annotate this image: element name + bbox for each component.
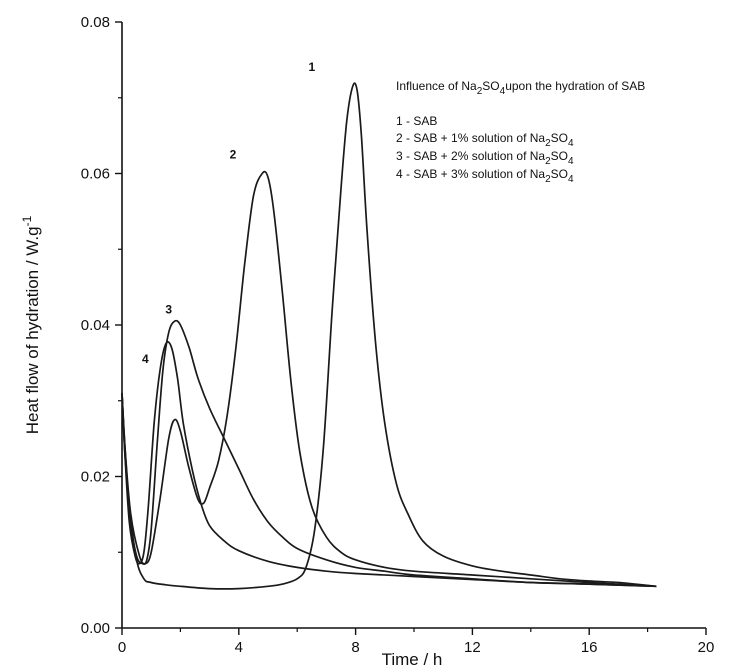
series-line-3 xyxy=(121,319,657,588)
x-tick-label: 0 xyxy=(118,639,126,656)
y-tick-label: 0.08 xyxy=(81,14,110,31)
y-tick-label: 0.04 xyxy=(81,317,110,334)
annotation-item-3: 3 - SAB + 2% solution of Na2SO4 xyxy=(396,149,574,167)
series-line-2 xyxy=(121,170,657,588)
x-tick-label: 4 xyxy=(235,639,243,656)
curve-label-4: 4 xyxy=(142,352,149,366)
curve-label-1: 1 xyxy=(308,60,315,74)
curve-label-2: 2 xyxy=(230,147,237,161)
x-axis-title: Time / h xyxy=(382,650,443,669)
series-line-1 xyxy=(121,82,657,590)
annotation-title: Influence of Na2SO4upon the hydration of… xyxy=(396,79,645,97)
x-tick-label: 12 xyxy=(464,639,481,656)
x-tick-label: 8 xyxy=(351,639,359,656)
annotation-block: Influence of Na2SO4upon the hydration of… xyxy=(396,79,645,185)
y-axis-title: Heat flow of hydration / W.g-1 xyxy=(20,215,42,434)
axes xyxy=(121,22,706,629)
annotation-item-4: 4 - SAB + 3% solution of Na2SO4 xyxy=(396,167,574,185)
annotation-item-2: 2 - SAB + 1% solution of Na2SO4 xyxy=(396,131,574,149)
x-tick-label: 16 xyxy=(581,639,598,656)
ticks: 0 4 8 12 16 200.000.020.040.060.08 xyxy=(81,14,715,656)
x-tick-label: 20 xyxy=(698,639,715,656)
y-tick-label: 0.02 xyxy=(81,469,110,486)
y-tick-label: 0.00 xyxy=(81,620,110,637)
curve-label-3: 3 xyxy=(165,303,172,317)
curve-labels: 1 2 3 4 xyxy=(142,60,315,366)
y-tick-label: 0.06 xyxy=(81,166,110,183)
series-group xyxy=(121,82,657,590)
series-line-4 xyxy=(121,341,657,588)
annotation-item-1: 1 - SAB xyxy=(396,114,437,128)
